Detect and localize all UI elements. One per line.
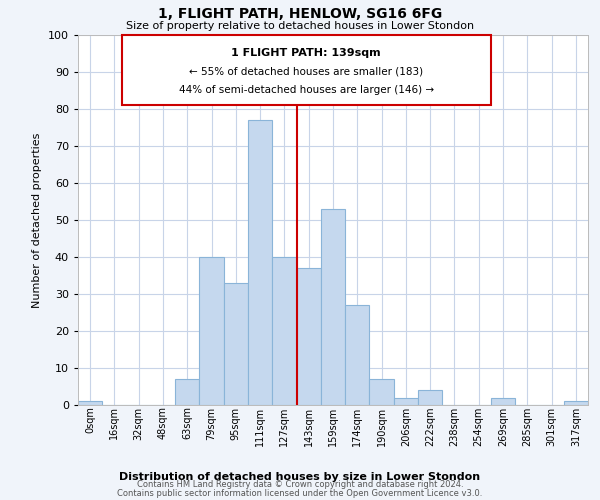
Text: Distribution of detached houses by size in Lower Stondon: Distribution of detached houses by size …: [119, 472, 481, 482]
Bar: [345, 305, 370, 405]
Bar: [122, 35, 491, 106]
Bar: [175, 379, 199, 405]
Bar: [418, 390, 442, 405]
Text: 44% of semi-detached houses are larger (146) →: 44% of semi-detached houses are larger (…: [179, 85, 434, 95]
Bar: [321, 209, 345, 405]
Text: Size of property relative to detached houses in Lower Stondon: Size of property relative to detached ho…: [126, 21, 474, 31]
Text: Contains public sector information licensed under the Open Government Licence v3: Contains public sector information licen…: [118, 488, 482, 498]
Bar: [491, 398, 515, 405]
Y-axis label: Number of detached properties: Number of detached properties: [32, 132, 43, 308]
Bar: [199, 257, 224, 405]
Text: 1 FLIGHT PATH: 139sqm: 1 FLIGHT PATH: 139sqm: [232, 48, 381, 58]
Bar: [370, 379, 394, 405]
Text: Contains HM Land Registry data © Crown copyright and database right 2024.: Contains HM Land Registry data © Crown c…: [137, 480, 463, 489]
Text: ← 55% of detached houses are smaller (183): ← 55% of detached houses are smaller (18…: [189, 66, 424, 76]
Bar: [296, 268, 321, 405]
Bar: [224, 283, 248, 405]
Bar: [564, 402, 588, 405]
Bar: [78, 402, 102, 405]
Text: 1, FLIGHT PATH, HENLOW, SG16 6FG: 1, FLIGHT PATH, HENLOW, SG16 6FG: [158, 8, 442, 22]
Bar: [272, 257, 296, 405]
Bar: [248, 120, 272, 405]
Bar: [394, 398, 418, 405]
